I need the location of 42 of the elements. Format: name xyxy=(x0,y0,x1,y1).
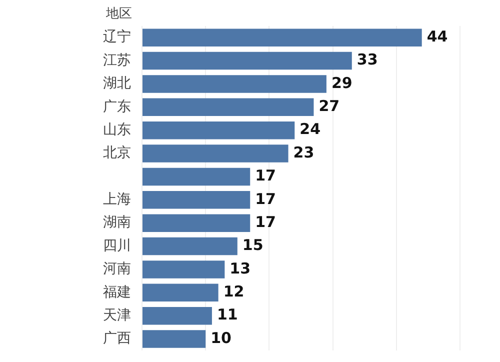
bar xyxy=(142,284,218,302)
y-tick-label: 广西 xyxy=(103,330,131,347)
y-axis-title: 地区 xyxy=(105,6,132,22)
data-label: 44 xyxy=(426,27,448,46)
bar xyxy=(142,28,422,46)
bar xyxy=(142,237,238,256)
data-label: 27 xyxy=(318,97,340,116)
bar xyxy=(142,121,295,140)
y-tick-label: 北京 xyxy=(103,145,131,162)
y-tick-label: 山东 xyxy=(103,122,131,138)
data-label: 15 xyxy=(242,236,264,254)
bar xyxy=(142,260,225,278)
y-tick-label: 湖北 xyxy=(103,76,131,92)
bar xyxy=(142,214,250,232)
data-label: 24 xyxy=(300,120,321,138)
bar xyxy=(142,52,352,70)
bar xyxy=(142,191,250,209)
data-label: 11 xyxy=(216,306,238,324)
data-label: 12 xyxy=(223,282,244,301)
data-label: 13 xyxy=(230,259,251,278)
y-tick-label: 福建 xyxy=(103,284,131,300)
y-tick-label: 广东 xyxy=(103,98,131,115)
y-tick-label: 上海 xyxy=(103,192,131,208)
y-tick-label: 河南 xyxy=(103,261,131,278)
data-label: 17 xyxy=(255,190,276,208)
bar xyxy=(142,75,326,93)
bar xyxy=(142,168,250,186)
y-tick-label: 江苏 xyxy=(103,52,131,68)
bar xyxy=(142,144,288,162)
data-label: 17 xyxy=(255,212,276,231)
bar xyxy=(142,330,206,348)
y-tick-label: 天津 xyxy=(103,307,131,324)
y-tick-label: 四川 xyxy=(103,238,131,254)
data-label: 23 xyxy=(293,143,314,162)
y-tick-label: 辽宁 xyxy=(103,29,131,46)
bar xyxy=(142,306,212,325)
y-tick-label: 湖南 xyxy=(103,214,131,231)
data-label: 33 xyxy=(356,50,378,69)
data-label: 29 xyxy=(331,74,352,92)
data-label: 10 xyxy=(210,328,232,347)
data-label: 17 xyxy=(255,166,276,185)
bar xyxy=(142,98,314,116)
